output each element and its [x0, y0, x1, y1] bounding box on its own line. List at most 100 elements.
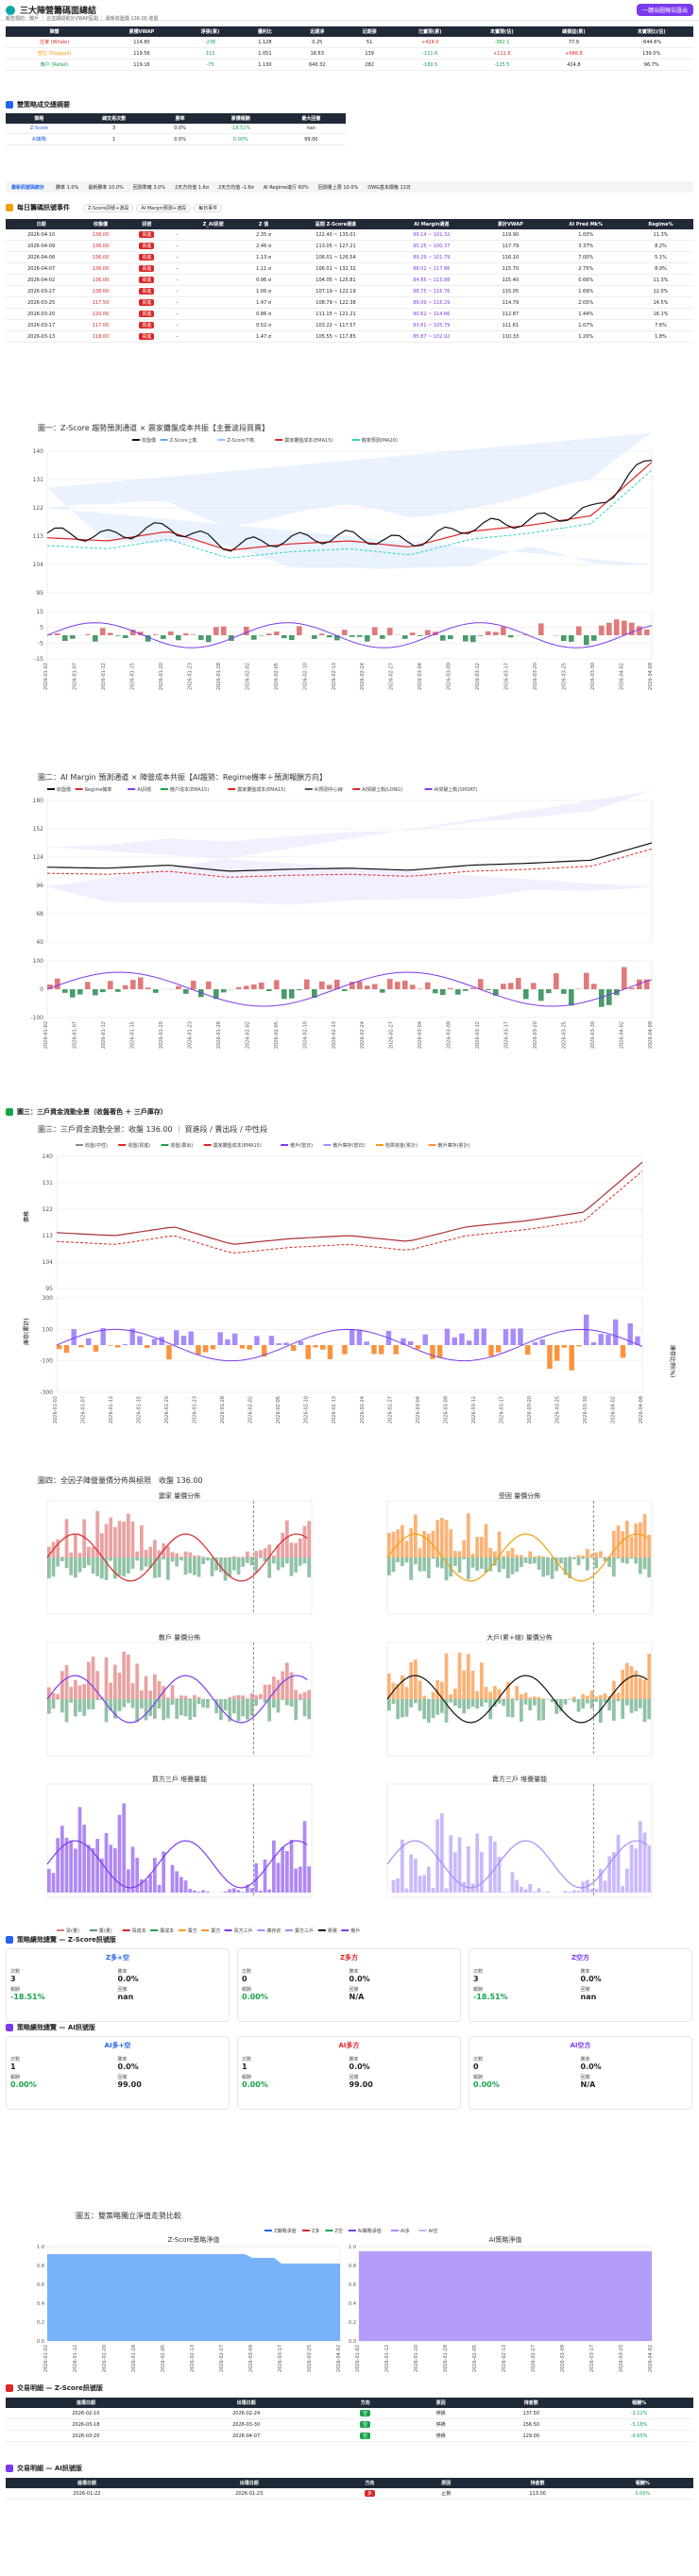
table-cell: 2026-03-20 — [6, 308, 77, 320]
signal-badge: 買進 — [139, 299, 155, 306]
c2-bar — [440, 989, 446, 996]
strategy-card: Z多+空 次數 3 勝率 0.0% 報酬 -18.51% 回撤 nan — [6, 1948, 230, 2022]
c4-bar — [196, 1699, 201, 1705]
table-cell: -75 — [179, 59, 241, 71]
c3-xtick: 2026-01-15 — [137, 1396, 143, 1423]
c2-bar — [380, 989, 385, 993]
c2-bar — [538, 989, 544, 1002]
c2-bar — [115, 989, 121, 992]
signal-tab[interactable]: 每日事件 — [194, 203, 223, 212]
c4-bar — [267, 1889, 272, 1893]
c5-xtick: 2026-04-02 — [648, 2345, 654, 2372]
c5-ytick: 0.6 — [37, 2282, 44, 2288]
c3-bar — [379, 1345, 384, 1355]
c1-bar — [327, 635, 332, 638]
c4-bar — [56, 1838, 60, 1893]
c4-bar — [616, 1525, 621, 1557]
chart-icon — [6, 101, 13, 109]
c4-bar — [467, 1654, 470, 1699]
table-cell: 106.01 ~ 126.54 — [285, 251, 386, 263]
c3-bar — [408, 1340, 414, 1345]
signal-badge: 買進 — [139, 243, 155, 249]
c2-bar — [259, 982, 264, 989]
column-header: 原因 — [403, 2398, 478, 2408]
c4-bar — [581, 1693, 586, 1699]
c4-bar — [64, 1519, 69, 1557]
c5-xtick: 2026-01-28 — [443, 2345, 449, 2372]
c4-bar — [475, 1557, 480, 1571]
c5-equity-area — [359, 2251, 652, 2341]
c2b-ytick: 100 — [33, 958, 44, 965]
c4-bar — [554, 1699, 559, 1714]
c2-bar — [266, 989, 272, 991]
c1-bar — [55, 633, 60, 635]
card-winrate: 勝率 0.0% — [117, 1969, 139, 1983]
export-report-button[interactable]: 一鍵出圖報告匯出 — [636, 4, 693, 16]
c4-bar — [170, 1685, 175, 1699]
c4-bar — [74, 1699, 77, 1717]
c1-xtick: 2026-01-23 — [187, 663, 193, 690]
c4-bar — [586, 1695, 589, 1699]
c4-bar — [77, 1699, 82, 1712]
signal-tab[interactable]: Z-Score訊號+波段 — [83, 203, 134, 212]
c4-bar — [431, 1699, 435, 1719]
c4-bar — [113, 1848, 117, 1893]
c5-legend-label: AI空 — [429, 2228, 438, 2234]
c3-legend-label: 收盤(買進) — [128, 1142, 150, 1149]
c2-bar — [251, 984, 257, 989]
c4-bar — [95, 1839, 100, 1893]
c1-xtick: 2026-04-02 — [620, 663, 625, 690]
c2-ytick: 68 — [36, 911, 43, 918]
c4-bar — [113, 1664, 117, 1699]
c4-bar — [453, 1557, 457, 1567]
c4-bar — [294, 1557, 298, 1573]
c4-bar — [497, 1699, 502, 1704]
table-cell: 129.00 — [477, 2430, 586, 2442]
c4-bar — [219, 1557, 223, 1573]
table-cell: 116.10 — [477, 251, 544, 263]
table-cell: - — [169, 330, 185, 343]
c4-bar — [387, 1532, 391, 1557]
c4-bar — [554, 1557, 559, 1572]
c4-bar — [162, 1557, 166, 1560]
c4-bar — [616, 1834, 621, 1893]
c5-xtick: 2026-02-13 — [502, 2345, 507, 2372]
c3-xtick: 2026-02-27 — [387, 1396, 393, 1423]
column-header: 總交易次數 — [72, 113, 156, 124]
page-subtitle: 報告標的：散戶 ｜ 合並期間累計VWAP區間 ｜ 最新收盤價 136.00 收盤 — [6, 16, 159, 22]
c4-bar — [82, 1825, 87, 1893]
c1-bar — [357, 635, 363, 637]
c4-bar — [462, 1557, 467, 1559]
column-header: 獲利比 — [240, 26, 290, 37]
c3-bar — [444, 1328, 451, 1345]
c4-bar — [581, 1557, 586, 1559]
c4-bar — [289, 1557, 294, 1576]
c4-bar — [621, 1886, 625, 1893]
c4-bar — [515, 1879, 520, 1893]
c1-bar — [213, 627, 219, 635]
c4-bar — [510, 1557, 515, 1574]
c1-bar — [93, 635, 98, 642]
c4-bar — [444, 1653, 449, 1699]
c4-bar — [263, 1557, 267, 1562]
c1-ytick: 122 — [33, 505, 44, 512]
c2-ytick: 96 — [36, 883, 43, 889]
c2-bar — [176, 985, 181, 989]
c1-xtick: 2026-04-08 — [648, 663, 654, 690]
c3-bar — [327, 1345, 333, 1359]
c4-bar — [427, 1533, 431, 1557]
c4-bar — [254, 1694, 259, 1699]
table-cell: 2026-03-17 — [6, 319, 77, 331]
table-cell: 停損 — [403, 2418, 478, 2431]
c4-bar — [272, 1699, 276, 1709]
c4-bar — [497, 1857, 502, 1893]
c4-bar — [157, 1681, 162, 1699]
c1-xtick: 2026-01-15 — [129, 663, 135, 690]
table-cell: 2.46 σ — [241, 240, 286, 252]
signal-tab[interactable]: AI Margin預測+波段 — [136, 203, 192, 212]
c1-channel-band — [47, 432, 652, 569]
c4-bar — [537, 1555, 541, 1557]
c4-bar — [589, 1699, 594, 1709]
c4-bar — [259, 1891, 263, 1893]
c4-bar — [612, 1852, 616, 1893]
